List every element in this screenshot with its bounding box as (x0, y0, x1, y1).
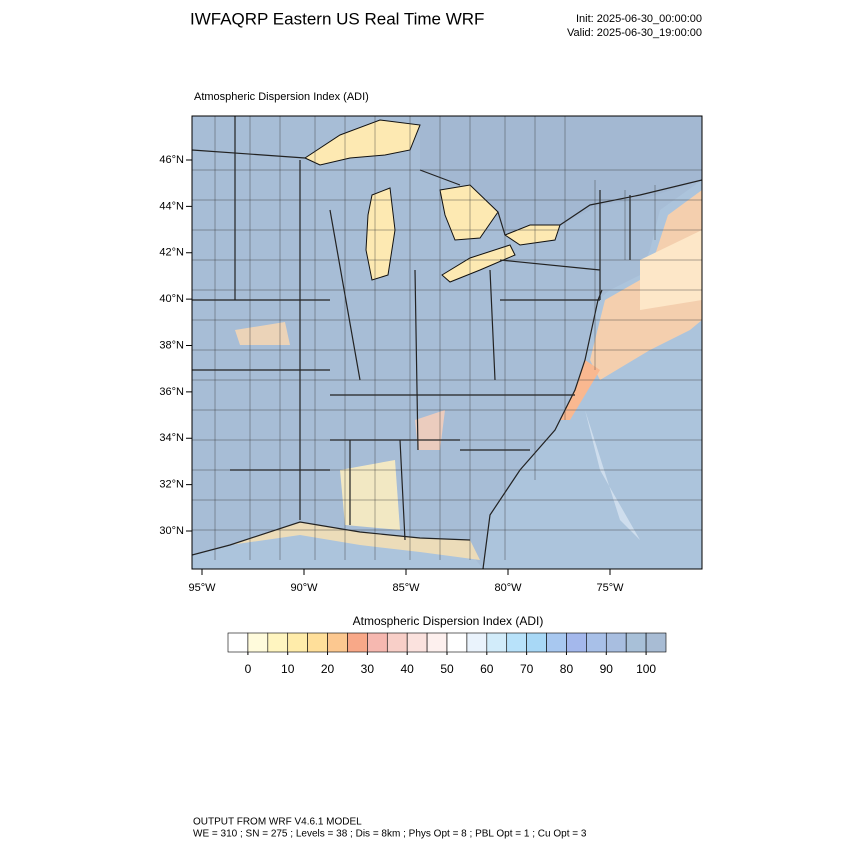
lon-label: 90°W (290, 582, 318, 594)
colorbar-box (566, 632, 587, 653)
colorbar-box (386, 632, 408, 653)
colorbar-box (446, 632, 468, 653)
colorbar-label: 20 (321, 662, 335, 676)
footer-line: WE = 310 ; SN = 275 ; Levels = 38 ; Dis … (193, 829, 587, 840)
lat-label: 38°N (159, 339, 184, 351)
colorbar-box (426, 632, 448, 653)
colorbar-label: 80 (560, 662, 574, 676)
colorbar-box (287, 632, 308, 653)
colorbar-box (506, 632, 527, 653)
colorbar-box (625, 632, 647, 653)
title: IWFAQRP Eastern US Real Time WRF (190, 9, 484, 28)
map-title: Atmospheric Dispersion Index (ADI) (194, 91, 369, 103)
colorbar-box (586, 632, 607, 653)
colorbar-label: 90 (600, 662, 614, 676)
colorbar-box (605, 632, 627, 653)
lat-label: 42°N (159, 247, 184, 259)
lat-label: 34°N (159, 432, 184, 444)
colorbar-label: 50 (440, 662, 454, 676)
colorbar-box (227, 632, 249, 653)
lon-label: 85°W (392, 582, 420, 594)
colorbar-box (546, 632, 567, 653)
colorbar-label: 0 (245, 662, 252, 676)
lat-label: 36°N (159, 386, 184, 398)
colorbar-box (526, 632, 547, 653)
lat-label: 30°N (159, 525, 184, 537)
colorbar-box (486, 632, 508, 653)
map-frame (191, 115, 703, 570)
lon-label: 75°W (596, 582, 624, 594)
colorbar-title: Atmospheric Dispersion Index (ADI) (353, 614, 544, 628)
colorbar-label: 70 (520, 662, 534, 676)
footer-line: OUTPUT FROM WRF V4.6.1 MODEL (193, 817, 362, 828)
colorbar-box (327, 632, 348, 653)
colorbar-label: 40 (401, 662, 415, 676)
colorbar-box (247, 632, 269, 653)
lon-label: 95°W (188, 582, 216, 594)
lat-label: 40°N (159, 293, 184, 305)
lat-label: 32°N (159, 479, 184, 491)
colorbar: 0 10 20 30 40 50 60 70 80 90 100 (227, 632, 667, 676)
colorbar-box (267, 632, 289, 653)
colorbar-box (645, 632, 667, 653)
valid-time: Valid: 2025-06-30_19:00:00 (567, 27, 702, 39)
colorbar-box (367, 632, 388, 653)
lon-label: 80°W (494, 582, 522, 594)
colorbar-label: 10 (281, 662, 295, 676)
map (192, 116, 702, 569)
colorbar-label: 60 (480, 662, 494, 676)
colorbar-label: 100 (636, 662, 656, 676)
colorbar-label: 30 (361, 662, 375, 676)
colorbar-box (307, 632, 328, 653)
colorbar-box (406, 632, 428, 653)
colorbar-box (347, 632, 368, 653)
lat-label: 44°N (159, 200, 184, 212)
colorbar-box (466, 632, 488, 653)
init-time: Init: 2025-06-30_00:00:00 (576, 13, 702, 25)
lat-label: 46°N (159, 154, 184, 166)
